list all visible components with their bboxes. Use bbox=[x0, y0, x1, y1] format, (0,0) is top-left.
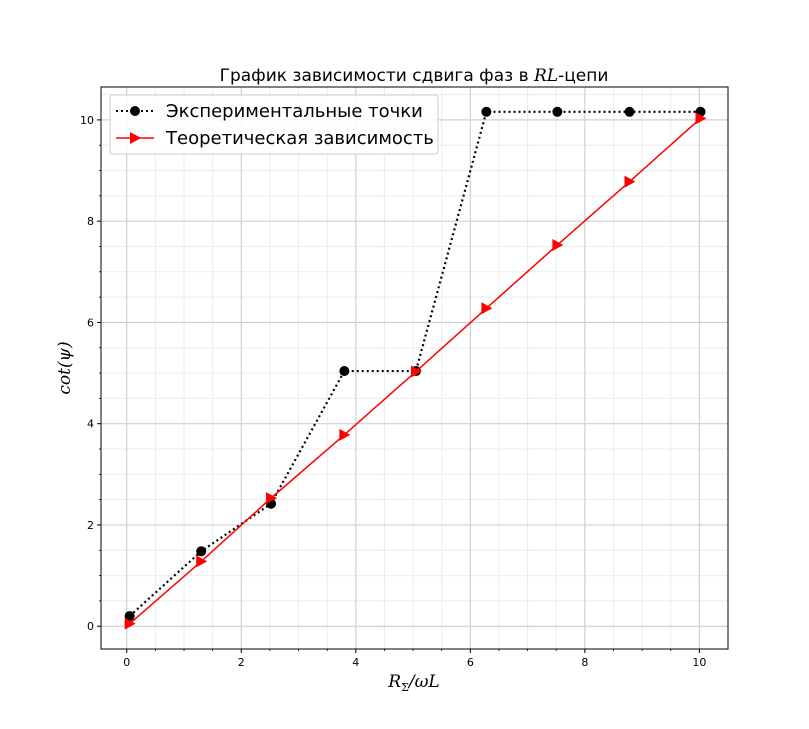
legend-box bbox=[109, 94, 439, 155]
data-point-triangle bbox=[124, 617, 136, 630]
legend-label-experimental: Экспериментальные точки bbox=[166, 101, 423, 122]
y-tick-label: 6 bbox=[87, 316, 94, 329]
data-point-triangle bbox=[695, 112, 707, 125]
data-point-triangle bbox=[266, 492, 278, 505]
x-tick-label: 2 bbox=[238, 656, 245, 669]
chart-title-suffix: -цепи bbox=[558, 66, 608, 86]
legend: Экспериментальные точки Теоретическая за… bbox=[109, 94, 439, 155]
y-tick-label: 10 bbox=[80, 114, 94, 127]
legend-entry-theoretical: Теоретическая зависимость bbox=[116, 128, 434, 149]
data-point-circle bbox=[196, 546, 207, 557]
data-point-circle bbox=[481, 106, 492, 117]
data-point-triangle bbox=[481, 302, 493, 315]
y-tick-label: 8 bbox=[87, 215, 94, 228]
chart-title-main: График зависимости сдвига фаз в bbox=[220, 66, 534, 86]
x-tick-label: 6 bbox=[467, 656, 474, 669]
data-point-circle bbox=[339, 366, 350, 377]
chart-title: График зависимости сдвига фаз в RL-цепи bbox=[220, 66, 609, 86]
data-point-triangle bbox=[196, 555, 208, 568]
series-layer bbox=[124, 106, 707, 630]
legend-label-theoretical: Теоретическая зависимость bbox=[165, 128, 434, 149]
x-tick-label: 10 bbox=[692, 656, 706, 669]
chart-title-italic: RL bbox=[533, 66, 558, 86]
x-axis-label: RΣ/ωL bbox=[387, 672, 439, 694]
legend-marker-triangle-icon bbox=[130, 132, 141, 144]
x-axis-label-main: R bbox=[387, 672, 401, 692]
y-tick-label: 0 bbox=[87, 620, 94, 633]
y-tick-label: 2 bbox=[87, 519, 94, 532]
data-point-triangle bbox=[339, 428, 351, 441]
x-tick-label: 4 bbox=[352, 656, 359, 669]
x-tick-label: 8 bbox=[581, 656, 588, 669]
y-axis-label: cot(ψ) bbox=[55, 341, 75, 394]
y-tick-label: 4 bbox=[87, 418, 94, 431]
x-axis-label-rest: /ωL bbox=[407, 672, 440, 692]
data-point-circle bbox=[552, 106, 563, 117]
data-point-circle bbox=[624, 106, 635, 117]
data-point-triangle bbox=[624, 175, 636, 188]
data-point-triangle bbox=[410, 365, 422, 378]
series-line-0 bbox=[128, 110, 701, 617]
x-tick-label: 0 bbox=[123, 656, 130, 669]
data-point-circle bbox=[124, 611, 135, 622]
legend-entry-experimental: Экспериментальные точки bbox=[116, 101, 423, 122]
axis-ticks: 0 2 4 6 8 10 0 2 4 6 8 10 bbox=[80, 114, 706, 669]
plot-frame bbox=[100, 86, 729, 650]
data-point-triangle bbox=[552, 238, 564, 251]
x-axis-label-sub: Σ bbox=[401, 681, 409, 694]
legend-marker-circle-icon bbox=[130, 106, 140, 116]
